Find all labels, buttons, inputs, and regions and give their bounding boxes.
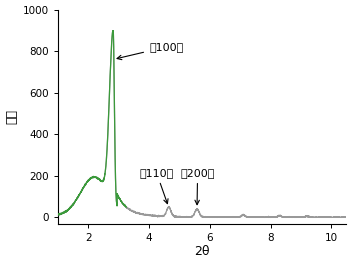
X-axis label: 2θ: 2θ xyxy=(194,246,210,258)
Text: （100）: （100） xyxy=(117,42,183,60)
Y-axis label: 强度: 强度 xyxy=(6,109,19,124)
Text: （110）: （110） xyxy=(139,168,174,204)
Text: （200）: （200） xyxy=(181,168,215,205)
